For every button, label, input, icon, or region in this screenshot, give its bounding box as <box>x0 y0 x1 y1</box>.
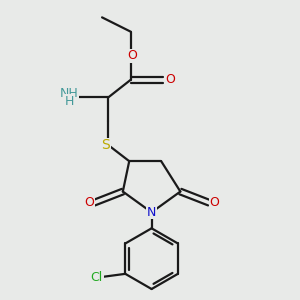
Text: O: O <box>209 196 219 209</box>
Text: O: O <box>84 196 94 209</box>
Text: O: O <box>165 73 175 86</box>
Text: NH: NH <box>60 87 79 100</box>
Text: S: S <box>101 138 110 152</box>
Text: O: O <box>127 49 137 62</box>
Text: N: N <box>147 206 156 219</box>
Text: H: H <box>65 95 74 108</box>
Text: Cl: Cl <box>91 271 103 284</box>
